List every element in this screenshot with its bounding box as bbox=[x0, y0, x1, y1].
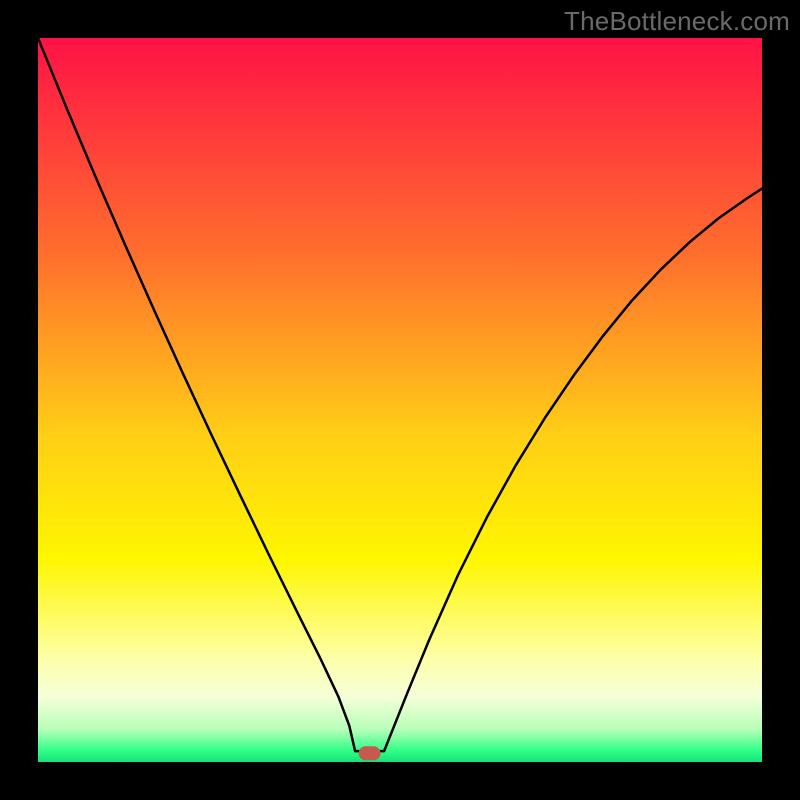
gradient-background bbox=[38, 38, 762, 762]
optimum-marker bbox=[359, 746, 381, 760]
watermark-text: TheBottleneck.com bbox=[564, 6, 790, 37]
plot-svg bbox=[38, 38, 762, 762]
bottleneck-plot bbox=[38, 38, 762, 762]
